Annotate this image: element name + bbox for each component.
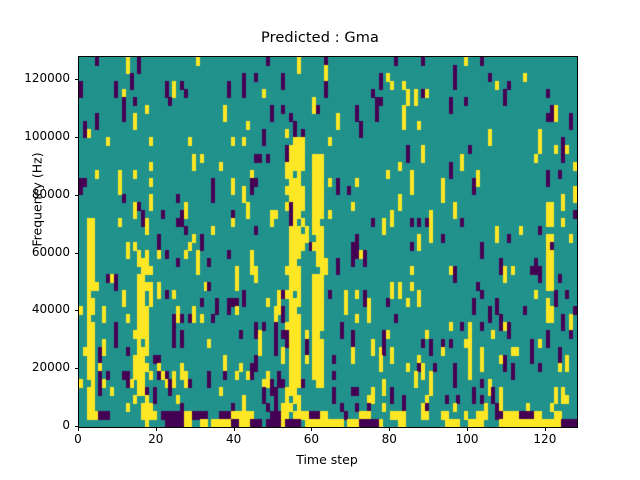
y-tick-label: 120000 (24, 71, 70, 86)
y-tick-label: 80000 (31, 186, 70, 201)
y-tick-label: 60000 (31, 244, 70, 259)
y-tick-label: 40000 (31, 302, 70, 317)
y-tick-mark (74, 426, 78, 427)
x-tick-label: 60 (303, 432, 320, 446)
x-tick-mark (467, 427, 469, 431)
x-tick-mark (311, 427, 313, 431)
x-tick-mark (233, 427, 235, 431)
y-tick-mark (74, 252, 78, 254)
x-tick-label: 120 (533, 432, 557, 446)
x-tick-label: 0 (74, 432, 82, 446)
x-tick-label: 20 (148, 432, 164, 446)
y-tick-mark (74, 79, 78, 81)
x-tick-label: 100 (455, 432, 479, 446)
y-tick-mark (74, 194, 78, 196)
chart-title: Predicted : Gma (261, 30, 379, 46)
y-tick-label: 20000 (31, 360, 70, 375)
y-tick-label: 100000 (24, 128, 70, 143)
x-tick-mark (78, 427, 79, 431)
heatmap-plot-area (78, 56, 578, 428)
y-tick-mark (74, 310, 78, 312)
x-tick-label: 80 (381, 432, 397, 446)
x-axis-label: Time step (296, 452, 358, 467)
x-tick-label: 40 (225, 432, 242, 446)
heatmap-image (79, 57, 577, 427)
x-tick-mark (544, 427, 546, 431)
y-tick-label: 0 (62, 418, 70, 432)
x-tick-mark (155, 427, 157, 431)
y-tick-mark (74, 368, 78, 370)
y-tick-mark (74, 136, 78, 138)
x-tick-mark (389, 427, 391, 431)
